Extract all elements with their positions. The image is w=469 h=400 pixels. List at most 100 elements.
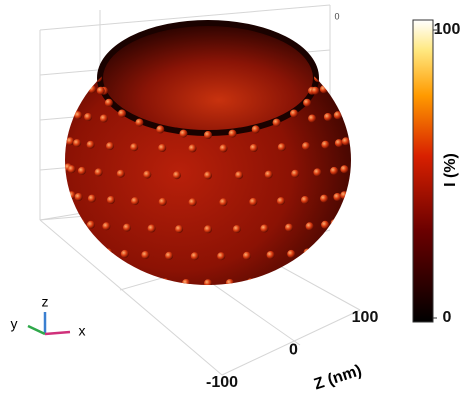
triad-x: x [79,323,86,339]
particle [88,85,96,93]
particle [229,130,237,138]
particle [97,87,105,95]
particle [287,250,295,258]
z-tick-label: -100 [206,374,238,391]
particle [265,278,273,286]
particle [278,143,286,151]
particle [88,195,96,203]
particle [204,171,212,179]
particle [105,99,113,107]
particle [123,224,131,232]
colorbar-tick-label: 0 [443,309,452,326]
particle [78,167,86,175]
particle [321,221,329,229]
particle [165,252,173,260]
particle [330,167,338,175]
particle [87,245,95,253]
particle [131,197,139,205]
particle [243,252,251,260]
particle [308,115,316,123]
particle [191,252,199,260]
particle [306,222,314,230]
particle [95,168,103,176]
particle [127,276,135,284]
particle [247,278,255,286]
particle [291,170,299,178]
particle [84,113,92,121]
particle [311,87,319,95]
particle [173,171,181,179]
particle [93,247,101,255]
particle [189,144,197,152]
particle [75,193,83,201]
axis-triad: z y x [11,294,86,339]
particle [219,198,227,206]
particle [204,131,212,139]
particle [340,191,348,199]
particle [320,195,328,203]
particle [273,119,281,127]
particle [148,225,156,233]
colorbar-label: I (%) [442,153,459,187]
figure: 0 I (%) Z (nm) z y x 0100-1000100 [0,0,469,400]
particle [249,198,257,206]
particle [77,219,85,227]
particle [226,279,234,287]
particle [135,119,143,127]
particle [82,83,90,91]
particle [324,113,332,121]
triad-y: y [11,316,18,332]
particle [104,249,112,257]
particle [290,110,298,118]
particle [217,252,225,260]
particle [106,142,114,150]
particle [141,251,149,259]
particle [334,111,342,119]
particle [304,249,312,257]
particle [73,139,81,147]
particle [121,250,129,258]
particle [116,275,124,283]
particle [74,217,82,225]
particle [250,144,258,152]
particle [233,225,241,233]
particle [281,276,289,284]
particle [106,271,114,279]
particle [68,165,76,173]
particle [320,85,328,93]
particle [265,171,273,179]
particle [156,125,164,133]
particle [342,137,350,145]
particle [102,222,110,230]
particle [302,142,310,150]
particle [204,279,212,287]
particle [87,221,95,229]
particle [204,225,212,233]
particle [331,219,339,227]
particle [189,198,197,206]
particle [267,251,275,259]
top-tick: 0 [334,11,339,21]
particle [180,130,188,138]
particle [293,275,301,283]
particle [74,111,82,119]
triad-z: z [42,294,49,310]
particle [321,141,329,149]
particle [107,196,115,204]
particle [159,198,167,206]
particle [220,144,228,152]
particle [303,99,311,107]
particle [68,191,76,199]
colorbar [413,20,433,322]
z-tick-label: 100 [352,309,379,326]
particle [313,168,321,176]
particle [118,110,126,118]
z-axis-label: Z (nm) [312,362,364,393]
particle [143,171,151,179]
particle [277,197,285,205]
z-tick-label: 0 [289,342,298,359]
particle [321,245,329,253]
particle [161,278,169,286]
particle [285,224,293,232]
particle [301,196,309,204]
